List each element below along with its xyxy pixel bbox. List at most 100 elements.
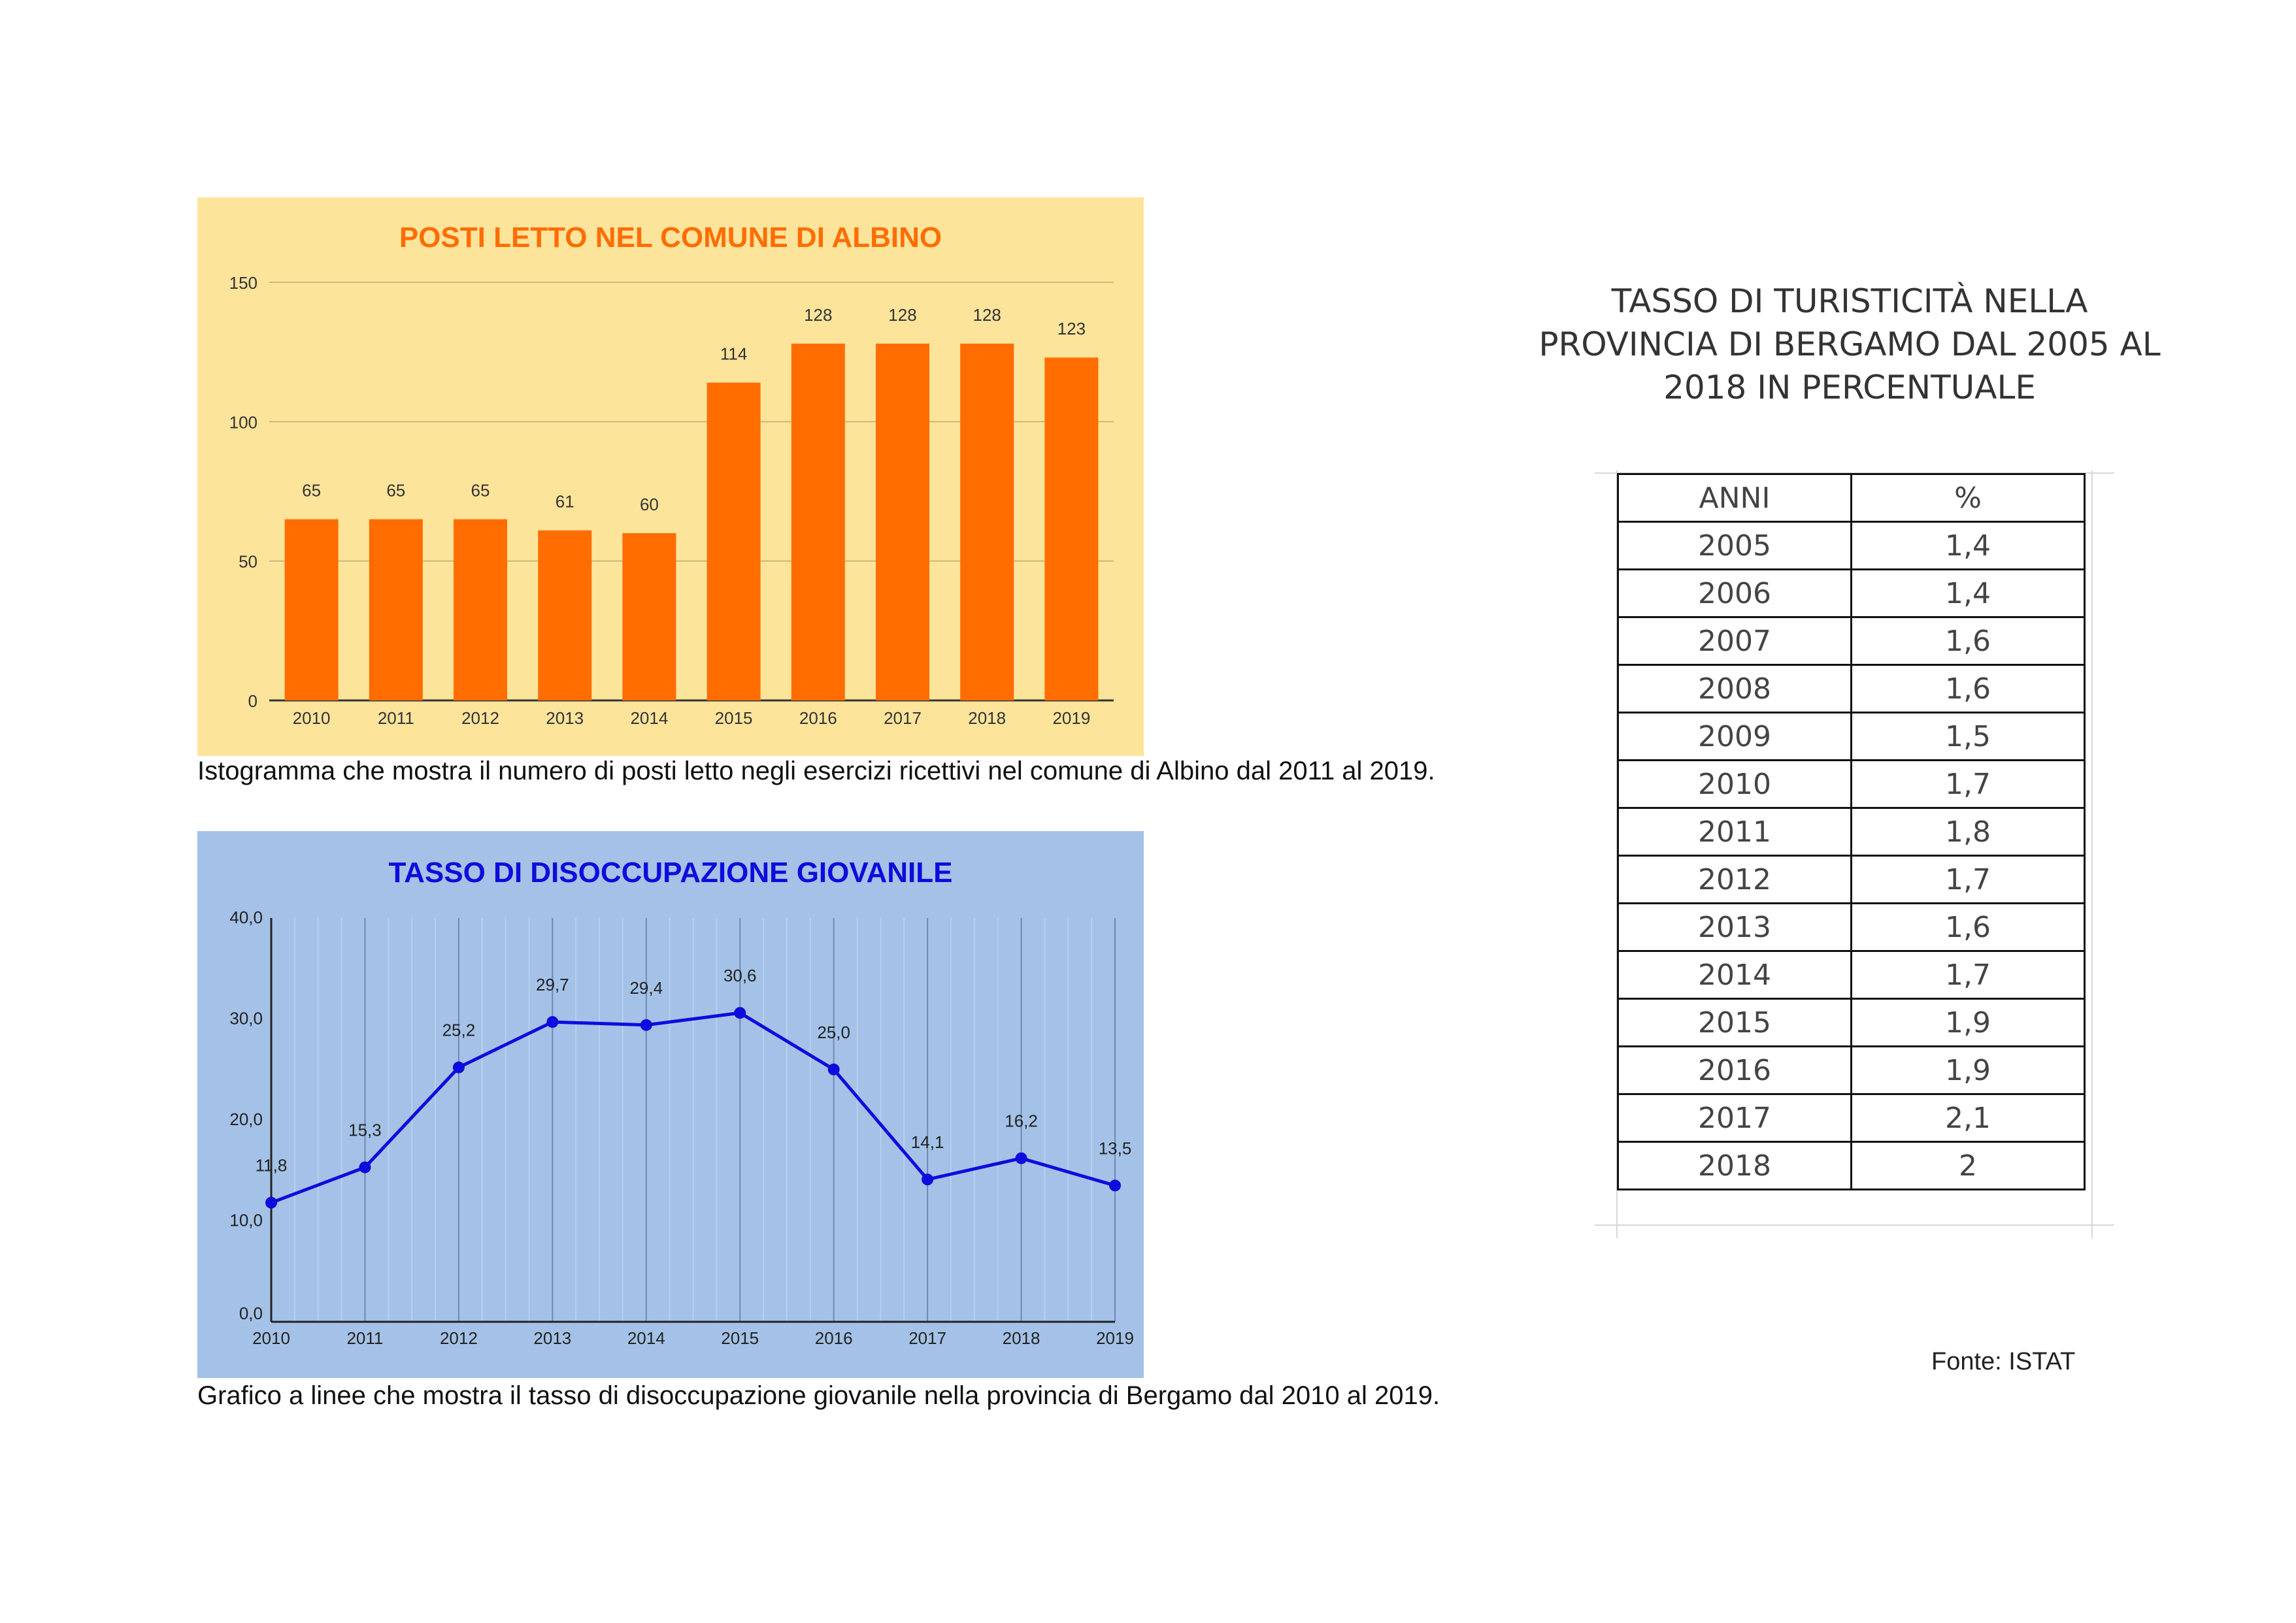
table-row: 2010 1,7 [1617,759,2086,809]
table-header-cell: ANNI [1617,473,1852,523]
line-data-point [452,1061,465,1074]
bar-data-label: 128 [973,305,1001,325]
line-x-tick-label: 2011 [346,1328,383,1348]
bar-x-tick-label: 2013 [546,708,584,728]
line-series [271,1011,1116,1205]
bar-y-tick-label: 100 [229,412,258,432]
table-cell: 1,9 [1850,998,2086,1047]
table-cell: 2007 [1617,616,1852,666]
bar-data-label: 128 [804,305,832,325]
tourism-rate-table: ANNI% 2005 1,4 2006 1,4 2007 1,6 2008 1,6 2009 1,5… [1617,473,2086,1190]
bar-x-tick-label: 2010 [293,708,331,728]
table-cell: 1,6 [1850,616,2086,666]
bar-x-tick-label: 2017 [884,708,922,728]
bar [284,519,339,700]
bar-chart-title: POSTI LETTO NEL COMUNE DI ALBINO [399,221,942,254]
bar-data-label: 65 [302,481,321,500]
line-y-tick-label: 0,0 [239,1303,263,1323]
bar-data-label: 114 [720,344,747,364]
table-cell: 1,9 [1850,1045,2086,1095]
bar-chart: POSTI LETTO NEL COMUNE DI ALBINO 65 65 65 6… [197,197,1144,756]
bar [454,519,507,700]
table-header-cell: % [1850,473,2086,523]
table-row: 2017 2,1 [1617,1093,2086,1143]
table-row: 2008 1,6 [1617,664,2086,713]
table-cell: 2008 [1617,664,1852,713]
line-chart-background [197,831,1144,1378]
bar [876,343,929,700]
line-data-point [1109,1179,1121,1192]
table-title-line-1: TASSO DI TURISTICITÀ NELLA [1611,282,2088,320]
table-cell: 2017 [1617,1093,1852,1143]
table-header-row: ANNI% [1617,473,2086,523]
bar-x-tick-label: 2015 [715,708,753,728]
table-row: 2006 1,4 [1617,568,2086,618]
bar-y-tick-label: 0 [248,691,258,711]
line-data-label: 29,4 [629,978,663,998]
line-x-tick-label: 2017 [908,1328,946,1348]
table-row: 2013 1,6 [1617,902,2086,952]
bar-y-tick-label: 50 [239,552,258,572]
table-cell: 1,6 [1850,902,2086,952]
line-chart-panel: TASSO DI DISOCCUPAZIONE GIOVANILE 11,8 15… [197,831,1144,1378]
table-cell: 2005 [1617,521,1852,570]
line-data-label: 13,5 [1099,1138,1132,1158]
bar [960,343,1014,700]
bar-x-tick-label: 2012 [461,708,499,728]
table-cell: 1,4 [1850,568,2086,618]
table-cell: 2018 [1617,1141,1852,1190]
table-cell: 1,6 [1850,664,2086,713]
line-data-point [546,1016,559,1028]
table-cell: 2009 [1617,712,1852,761]
line-y-tick-label: 20,0 [229,1109,263,1129]
bar-x-tick-label: 2011 [378,708,414,728]
table-row: 2005 1,4 [1617,521,2086,570]
bar-y-tick-label: 150 [229,273,258,293]
table-cell: 2006 [1617,568,1852,618]
table-title-line-2: PROVINCIA DI BERGAMO DAL 2005 AL [1539,325,2161,363]
table-cell: 1,7 [1850,759,2086,809]
bar-data-label: 123 [1057,319,1086,338]
table-row: 2018 2 [1617,1141,2086,1190]
table-cell: 2015 [1617,998,1852,1047]
table-cell: 1,8 [1850,807,2086,857]
bar [538,530,592,700]
bar [791,343,845,700]
line-x-tick-label: 2014 [627,1328,665,1348]
bar-x-tick-label: 2014 [630,708,668,728]
line-chart-caption: Grafico a linee che mostra il tasso di d… [197,1381,1440,1410]
line-data-point [359,1161,371,1173]
spreadsheet-grid-background [1595,470,2114,1238]
table-cell: 2012 [1617,855,1852,904]
line-x-tick-label: 2015 [721,1328,759,1348]
line-y-tick-label: 30,0 [229,1009,263,1028]
table-title-line-3: 2018 IN PERCENTUALE [1663,369,2036,406]
line-x-tick-label: 2016 [815,1328,853,1348]
line-data-point [827,1063,840,1075]
bar-data-label: 65 [471,481,490,500]
line-chart: TASSO DI DISOCCUPAZIONE GIOVANILE 11,8 15… [197,831,1144,1378]
table-row: 2009 1,5 [1617,712,2086,761]
table-cell: 1,7 [1850,855,2086,904]
bar-x-tick-label: 2019 [1052,708,1090,728]
line-data-label: 30,6 [724,966,757,985]
line-y-tick-label: 10,0 [229,1211,263,1230]
bar [707,382,761,700]
table-row: 2007 1,6 [1617,616,2086,666]
line-data-label: 14,1 [911,1132,944,1152]
line-data-point [640,1019,652,1031]
table-cell: 1,4 [1850,521,2086,570]
table-cell: 2 [1850,1141,2086,1190]
table-row: 2012 1,7 [1617,855,2086,904]
line-data-point [1015,1152,1027,1164]
line-data-point [265,1196,277,1209]
table-cell: 2,1 [1850,1093,2086,1143]
bar [622,533,676,700]
table-cell: 1,5 [1850,712,2086,761]
bar-chart-panel: POSTI LETTO NEL COMUNE DI ALBINO 65 65 65 6… [197,197,1144,756]
bar-x-tick-label: 2018 [968,708,1006,728]
table-cell: 2011 [1617,807,1852,857]
line-data-point [734,1007,746,1019]
bar [369,519,423,700]
line-x-tick-label: 2019 [1096,1328,1134,1348]
